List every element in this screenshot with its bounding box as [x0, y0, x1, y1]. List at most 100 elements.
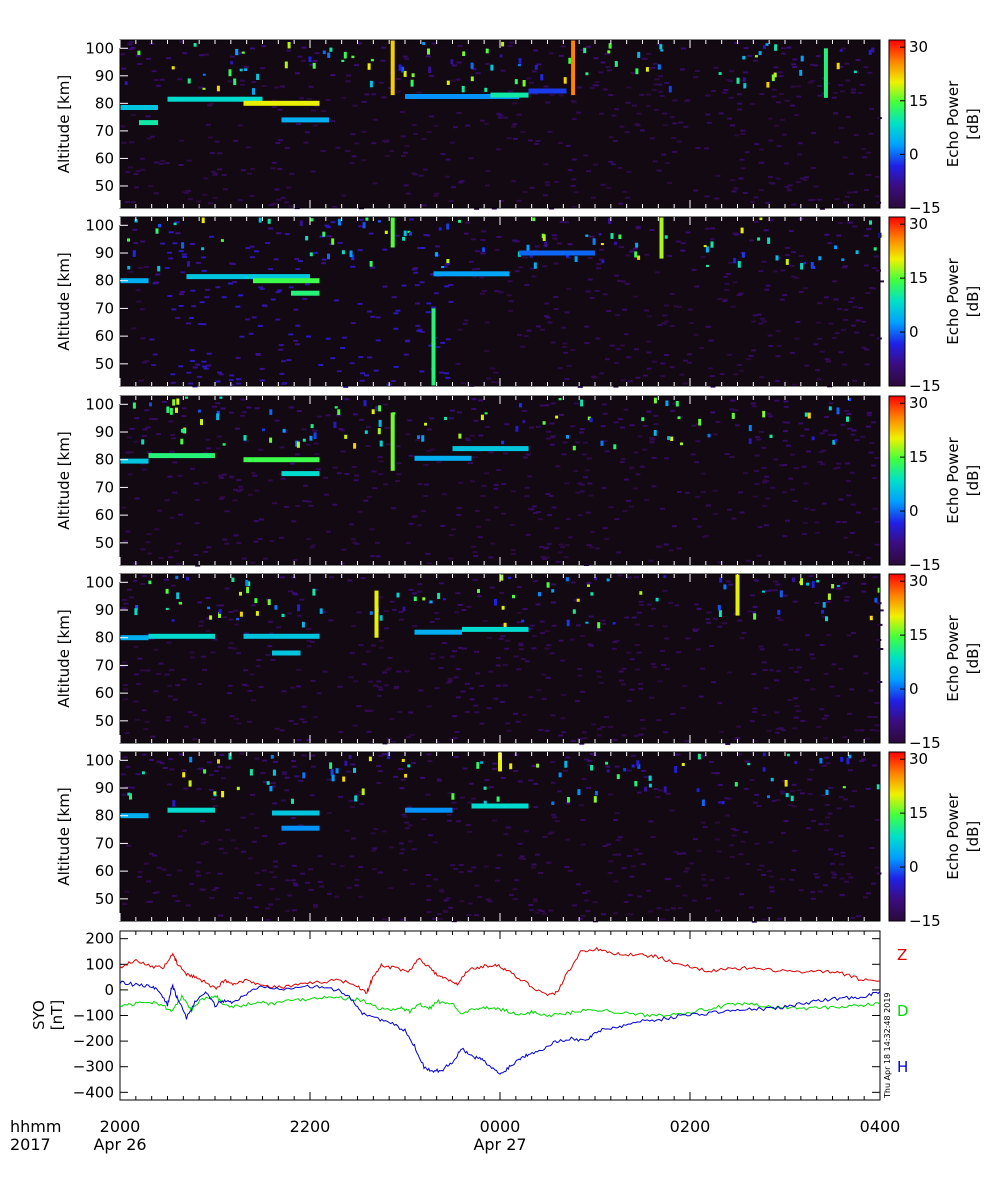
noise-cell — [594, 84, 600, 87]
noise-cell — [495, 381, 501, 384]
noise-cell — [156, 866, 162, 869]
noise-cell — [844, 62, 850, 65]
noise-cell — [526, 329, 532, 332]
noise-cell — [404, 670, 410, 673]
noise-cell — [492, 767, 497, 770]
noise-cell — [142, 428, 148, 431]
noise-cell — [222, 473, 227, 476]
noise-cell — [321, 610, 327, 613]
noise-cell — [554, 527, 560, 530]
noise-cell — [452, 126, 458, 129]
scatter-echo — [507, 576, 511, 580]
noise-cell — [420, 510, 426, 513]
noise-cell — [372, 182, 378, 185]
noise-cell — [349, 806, 355, 808]
noise-cell — [715, 909, 720, 912]
noise-cell — [236, 722, 242, 725]
noise-cell — [131, 113, 136, 116]
noise-cell — [204, 296, 210, 299]
noise-cell — [419, 281, 425, 284]
noise-cell — [854, 331, 860, 334]
noise-cell — [430, 657, 436, 660]
echo-layer-6 — [405, 94, 519, 99]
noise-cell — [564, 221, 569, 224]
noise-cell — [313, 251, 319, 254]
noise-cell — [757, 526, 763, 529]
noise-cell — [427, 428, 432, 431]
noise-cell — [284, 789, 290, 792]
noise-cell — [788, 477, 794, 480]
scatter-echo — [342, 776, 346, 782]
noise-cell — [450, 79, 456, 82]
noise-cell — [377, 686, 383, 689]
noise-cell — [558, 639, 564, 642]
noise-cell — [704, 227, 710, 230]
noise-cell — [640, 863, 646, 866]
noise-cell — [221, 296, 227, 299]
scatter-echo — [705, 246, 709, 253]
noise-cell — [289, 172, 295, 175]
noise-cell — [729, 455, 735, 458]
noise-cell — [293, 723, 299, 725]
scatter-echo — [636, 760, 640, 766]
scatter-echo — [349, 250, 353, 258]
noise-cell — [429, 115, 435, 118]
noise-cell — [217, 152, 223, 155]
noise-cell — [276, 232, 282, 235]
noise-cell — [287, 894, 293, 897]
noise-cell — [278, 139, 284, 142]
noise-cell — [814, 602, 820, 604]
noise-cell — [236, 652, 242, 655]
noise-cell — [550, 402, 556, 405]
noise-cell — [802, 521, 808, 524]
noise-cell — [778, 75, 784, 78]
noise-cell — [565, 518, 571, 521]
noise-cell — [123, 688, 128, 691]
noise-cell — [512, 888, 518, 891]
noise-cell — [876, 201, 882, 204]
noise-cell — [277, 108, 283, 111]
noise-cell — [694, 285, 700, 288]
noise-cell — [633, 295, 639, 298]
noise-cell — [339, 429, 345, 432]
noise-cell — [599, 681, 605, 684]
noise-cell — [171, 894, 177, 897]
scatter-echo — [600, 440, 604, 446]
noise-cell — [738, 853, 744, 856]
noise-cell — [754, 454, 760, 457]
colorbar-tick-label: −15 — [909, 912, 941, 930]
noise-cell — [217, 872, 223, 875]
noise-cell — [580, 819, 586, 821]
scatter-echo — [587, 584, 590, 587]
noise-cell — [150, 735, 156, 738]
noise-cell — [745, 559, 751, 562]
noise-cell — [284, 147, 290, 150]
scatter-echo — [148, 580, 152, 585]
noise-cell — [333, 299, 339, 302]
noise-cell — [201, 365, 207, 368]
noise-cell — [201, 323, 207, 326]
noise-cell — [740, 133, 746, 135]
noise-cell — [861, 147, 867, 150]
colorbar-tick-label: 30 — [909, 394, 928, 412]
noise-cell — [743, 47, 749, 50]
noise-cell — [474, 884, 480, 887]
noise-cell — [405, 542, 411, 544]
noise-cell — [214, 140, 220, 143]
noise-cell — [725, 743, 731, 745]
noise-cell — [241, 557, 247, 560]
noise-cell — [505, 826, 511, 829]
series-Z-line — [119, 946, 881, 997]
scatter-echo — [450, 59, 454, 65]
scatter-echo — [544, 241, 548, 248]
colorbar-label-line2: [dB] — [964, 286, 982, 318]
noise-cell — [167, 684, 173, 687]
scatter-echo — [274, 605, 278, 610]
scatter-echo — [202, 87, 206, 90]
scatter-echo — [701, 799, 705, 806]
noise-cell — [236, 382, 241, 385]
noise-cell — [570, 349, 576, 352]
scatter-echo — [517, 64, 521, 67]
scatter-echo — [396, 592, 400, 598]
noise-cell — [291, 592, 297, 595]
